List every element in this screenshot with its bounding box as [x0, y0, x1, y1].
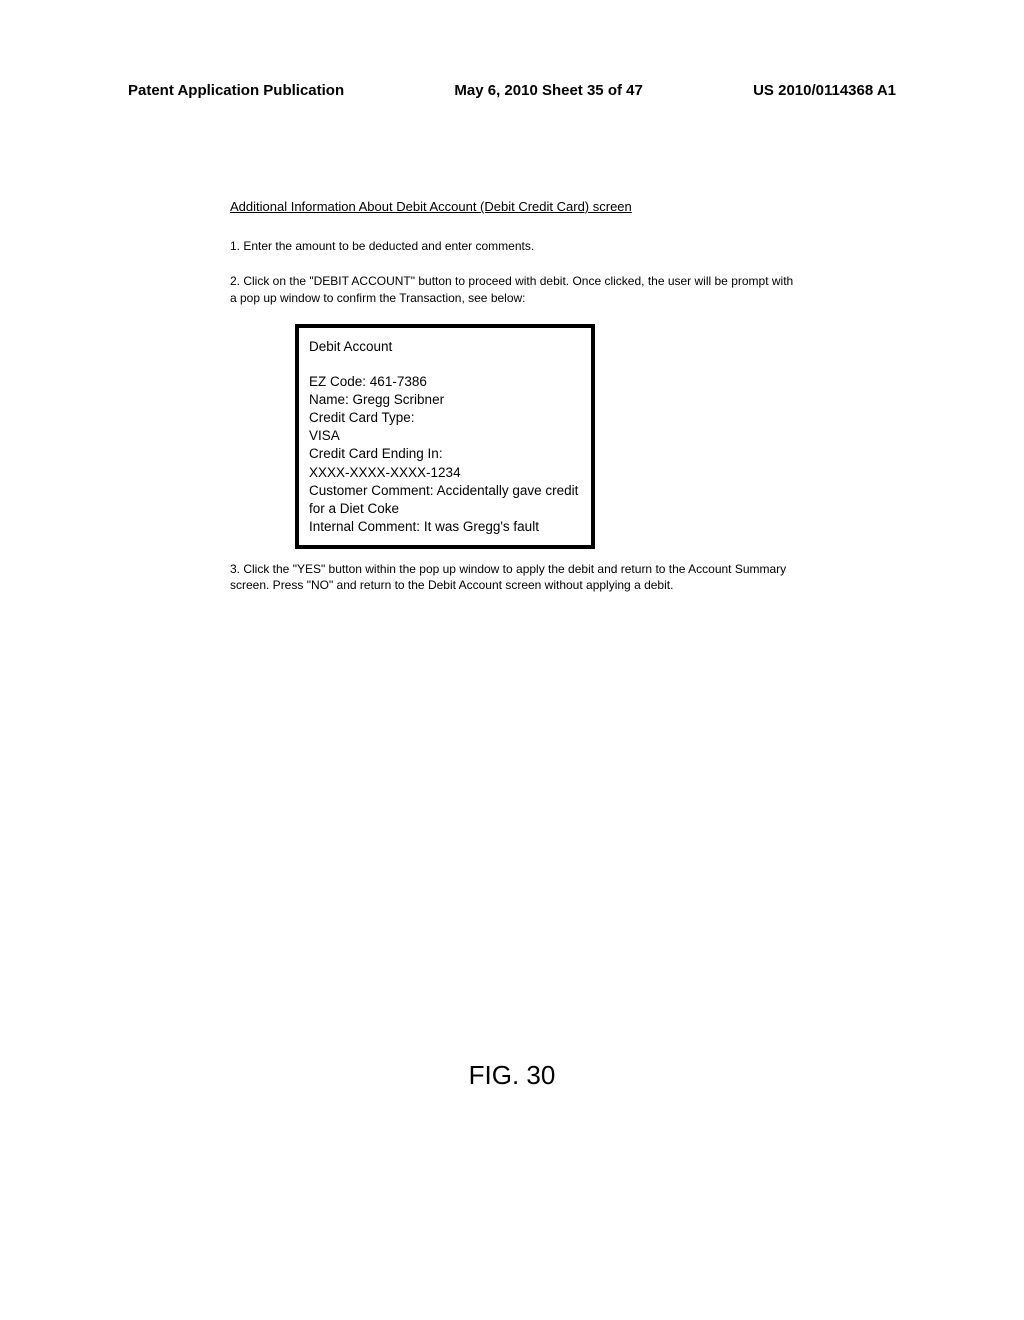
popup-card-type-value: VISA [309, 427, 581, 445]
ez-code-value: 461-7386 [370, 374, 427, 389]
popup-customer-comment-row: Customer Comment: Accidentally gave cred… [309, 482, 581, 518]
instruction-step-1: 1. Enter the amount to be deducted and e… [230, 238, 794, 255]
internal-comment-label: Internal Comment: [309, 519, 420, 534]
popup-card-type-label: Credit Card Type: [309, 409, 581, 427]
popup-name-row: Name: Gregg Scribner [309, 391, 581, 409]
popup-card-ending-label: Credit Card Ending In: [309, 445, 581, 463]
document-content: Additional Information About Debit Accou… [0, 99, 1024, 594]
header-publication-type: Patent Application Publication [128, 82, 344, 99]
page-header: Patent Application Publication May 6, 20… [0, 0, 1024, 99]
popup-card-ending-value: XXXX-XXXX-XXXX-1234 [309, 464, 581, 482]
figure-label: FIG. 30 [0, 1060, 1024, 1091]
name-value: Gregg Scribner [353, 392, 445, 407]
instruction-step-2: 2. Click on the "DEBIT ACCOUNT" button t… [230, 273, 794, 307]
internal-comment-value: It was Gregg's fault [424, 519, 539, 534]
ez-code-label: EZ Code: [309, 374, 366, 389]
header-publication-number: US 2010/0114368 A1 [753, 82, 896, 99]
popup-title: Debit Account [309, 338, 581, 356]
popup-internal-comment-row: Internal Comment: It was Gregg's fault [309, 518, 581, 536]
instruction-step-3: 3. Click the "YES" button within the pop… [230, 561, 794, 595]
header-date-sheet: May 6, 2010 Sheet 35 of 47 [454, 82, 642, 99]
name-label: Name: [309, 392, 349, 407]
popup-ez-code-row: EZ Code: 461-7386 [309, 373, 581, 391]
debit-account-popup: Debit Account EZ Code: 461-7386 Name: Gr… [295, 324, 595, 548]
section-title: Additional Information About Debit Accou… [230, 199, 794, 214]
customer-comment-label: Customer Comment: [309, 483, 434, 498]
